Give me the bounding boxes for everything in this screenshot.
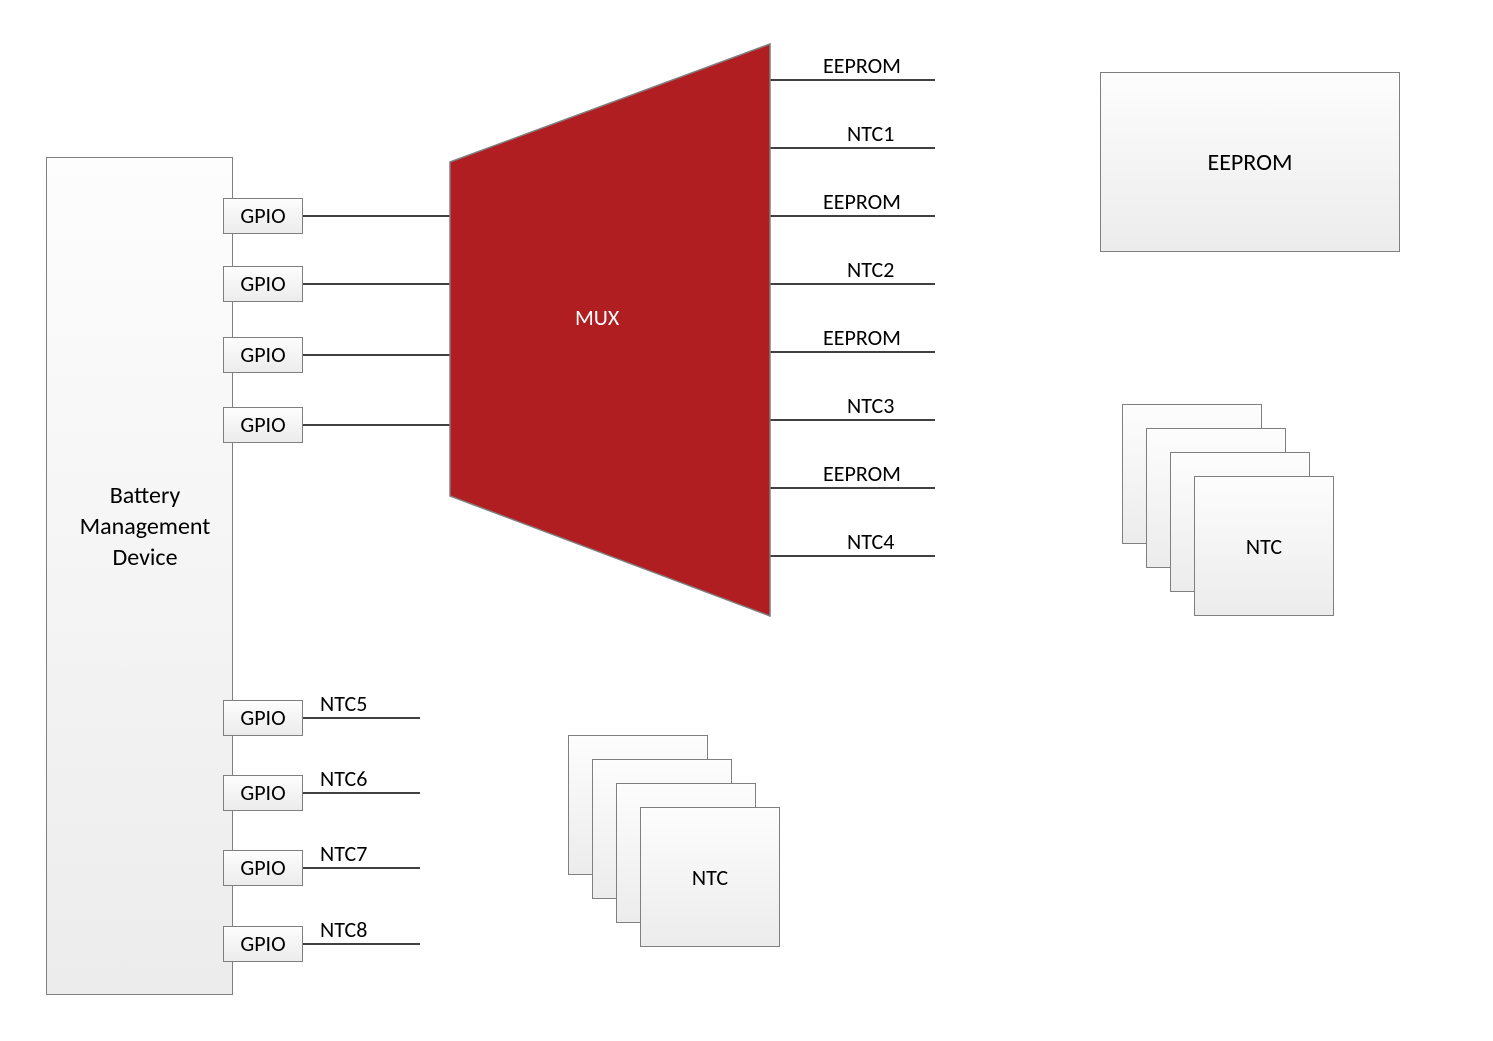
mux-trapezoid xyxy=(450,44,770,616)
gpio-box-5: GPIO xyxy=(223,700,303,736)
direct-ntc-label-2: NTC6 xyxy=(320,765,367,792)
gpio-box-1: GPIO xyxy=(223,198,303,234)
direct-ntc-label-4: NTC8 xyxy=(320,916,367,943)
eeprom-block-label: EEPROM xyxy=(1207,148,1292,177)
gpio-box-7: GPIO xyxy=(223,850,303,886)
mux-output-label-2: NTC1 xyxy=(847,120,894,147)
direct-ntc-label-1: NTC5 xyxy=(320,690,367,717)
gpio-box-4: GPIO xyxy=(223,407,303,443)
ntc-stack-upper-card-4: NTC xyxy=(1194,476,1334,616)
ntc-stack-upper-label: NTC xyxy=(1246,533,1282,560)
mux-output-label-7: EEPROM xyxy=(823,460,901,487)
gpio-box-6: GPIO xyxy=(223,775,303,811)
eeprom-block: EEPROM xyxy=(1100,72,1400,252)
mux-output-label-6: NTC3 xyxy=(847,392,894,419)
ntc-stack-lower-card-4: NTC xyxy=(640,807,780,947)
gpio-box-2: GPIO xyxy=(223,266,303,302)
mux-label: MUX xyxy=(575,304,620,331)
mux-output-label-1: EEPROM xyxy=(823,52,901,79)
diagram-stage: BatteryManagementDevice GPIO GPIO GPIO GPIO… xyxy=(0,0,1493,1041)
gpio-box-3: GPIO xyxy=(223,337,303,373)
mux-output-label-5: EEPROM xyxy=(823,324,901,351)
battery-management-device-label: BatteryManagementDevice xyxy=(70,480,220,574)
direct-ntc-label-3: NTC7 xyxy=(320,840,367,867)
gpio-box-8: GPIO xyxy=(223,926,303,962)
mux-output-label-8: NTC4 xyxy=(847,528,894,555)
ntc-stack-lower-label: NTC xyxy=(692,864,728,891)
mux-output-label-4: NTC2 xyxy=(847,256,894,283)
battery-management-device-box xyxy=(46,157,233,995)
mux-output-label-3: EEPROM xyxy=(823,188,901,215)
